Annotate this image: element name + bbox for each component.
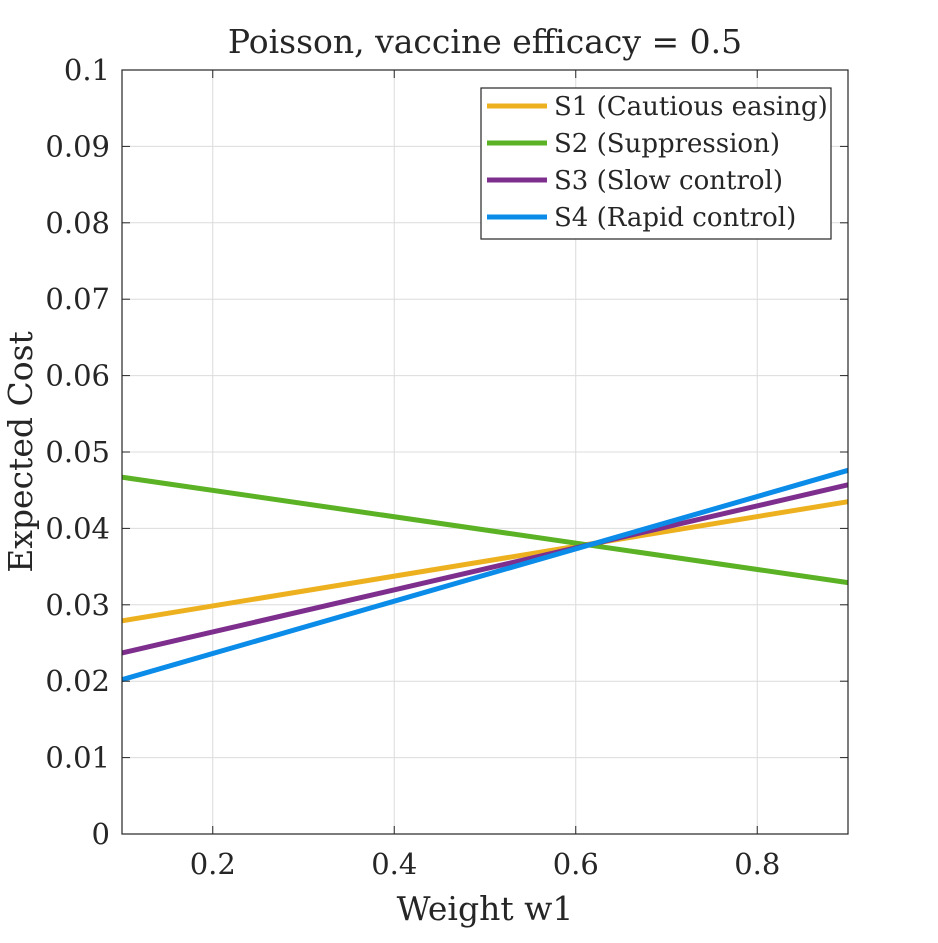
- y-tick-label: 0.06: [45, 359, 110, 393]
- y-tick-label: 0.09: [45, 129, 110, 163]
- y-tick-label: 0: [92, 817, 110, 851]
- x-tick-label: 0.2: [190, 847, 236, 881]
- legend-label-s3: S3 (Slow control): [554, 166, 783, 196]
- series-line-s1: [121, 499, 849, 624]
- series-line-s2: [121, 474, 849, 586]
- legend-label-s2: S2 (Suppression): [554, 129, 780, 159]
- legend-label-s4: S4 (Rapid control): [554, 203, 796, 233]
- x-tick-label: 0.6: [553, 847, 599, 881]
- chart-title: Poisson, vaccine efficacy = 0.5: [228, 22, 742, 61]
- y-axis-label: Expected Cost: [1, 331, 40, 573]
- y-tick-label: 0.1: [64, 53, 110, 87]
- legend: S1 (Cautious easing) S2 (Suppression) S3 (…: [480, 87, 832, 240]
- series-line-s3: [121, 482, 849, 656]
- series-lines: [121, 467, 849, 683]
- y-tick-label: 0.04: [45, 511, 110, 545]
- y-tick-label: 0.07: [45, 282, 110, 316]
- x-axis-label: Weight w1: [397, 889, 574, 928]
- y-tick-label: 0.08: [45, 206, 110, 240]
- y-tick-label: 0.02: [45, 664, 110, 698]
- legend-box: [480, 87, 832, 240]
- y-tick-label: 0.05: [45, 435, 110, 469]
- y-tick-label: 0.03: [45, 588, 110, 622]
- axes: 0.2 0.4 0.6 0.8 0 0.01 0.02 0.03 0.04 0.05 0.06 0.0…: [45, 53, 849, 881]
- legend-label-s1: S1 (Cautious easing): [554, 92, 828, 122]
- x-tick-label: 0.4: [371, 847, 417, 881]
- x-tick-label: 0.8: [734, 847, 780, 881]
- y-tick-label: 0.01: [45, 741, 110, 775]
- series-line-s4: [121, 467, 849, 683]
